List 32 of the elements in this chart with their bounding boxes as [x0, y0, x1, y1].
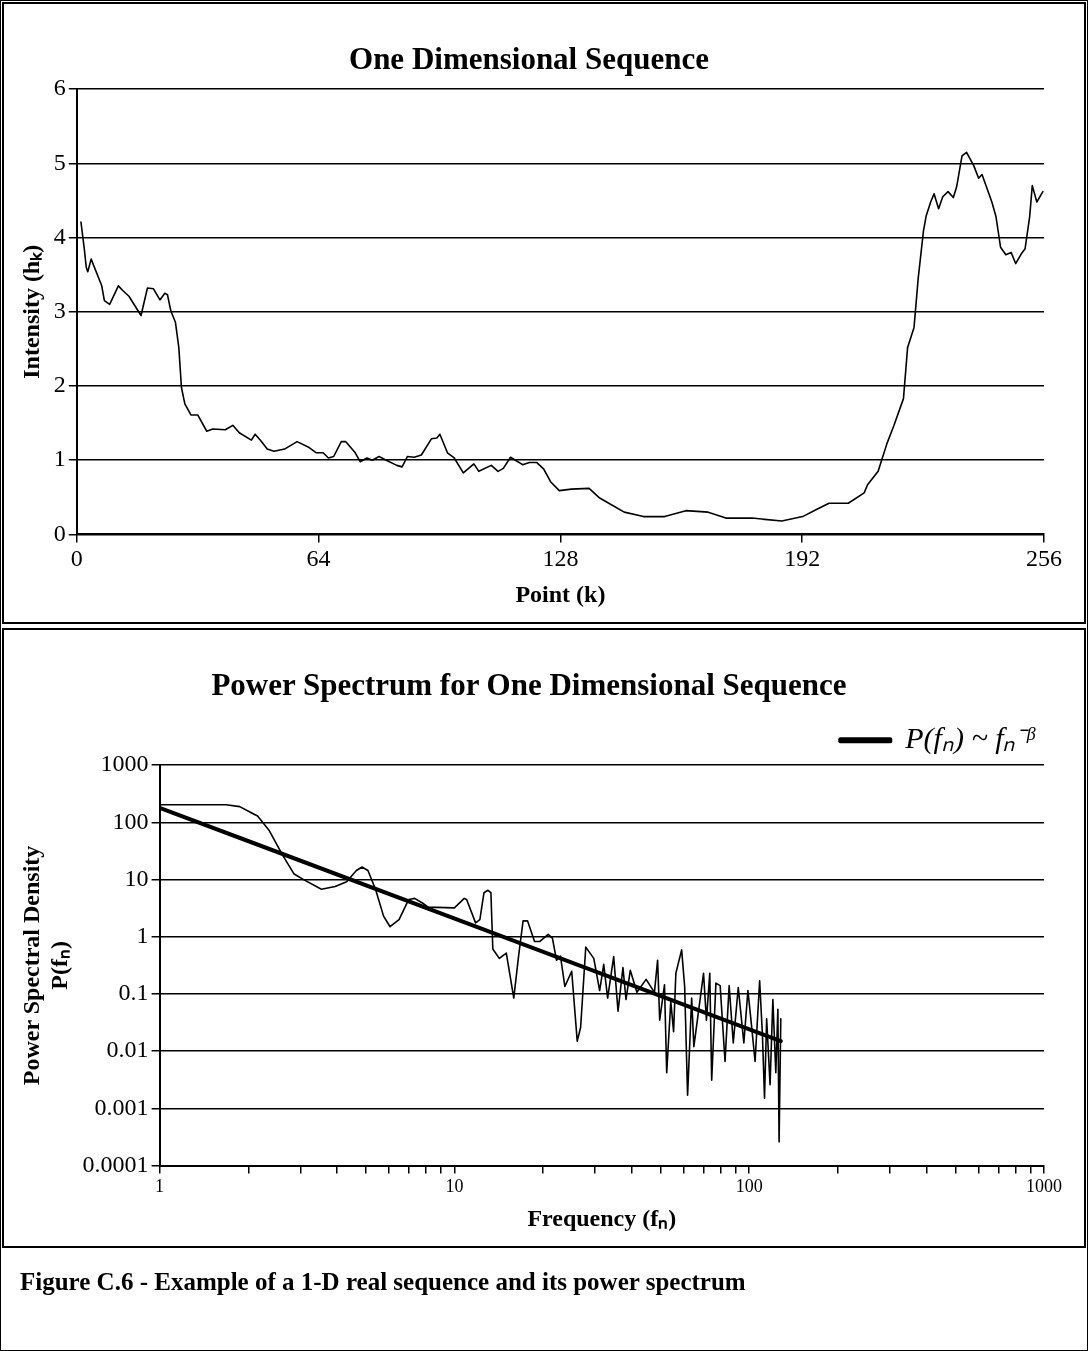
x-axis-title: Frequency (fₙ)	[527, 1204, 677, 1231]
x-tick-label: 192	[784, 545, 821, 572]
y-tick-label: 0	[53, 519, 66, 546]
x-tick-label: 10	[445, 1176, 464, 1197]
y-tick-label: 2	[53, 371, 66, 398]
x-tick-label: 1000	[1026, 1176, 1062, 1197]
y-tick-label: 1000	[100, 750, 149, 777]
y-tick-label: 3	[53, 297, 66, 324]
x-tick-label: 64	[306, 545, 331, 572]
y-tick-label: 4	[53, 222, 66, 249]
y-tick-label: 1	[53, 445, 66, 472]
y-tick-label: 10	[124, 864, 149, 891]
y-tick-label: 0.001	[94, 1093, 149, 1120]
x-tick-label: 100	[735, 1176, 763, 1197]
y-tick-label: 0.01	[106, 1036, 149, 1063]
y-tick-label: 1	[136, 922, 149, 949]
chart-title: One Dimensional Sequence	[349, 40, 709, 76]
x-tick-label: 0	[70, 545, 83, 572]
y-tick-label: 100	[112, 807, 149, 834]
y-tick-label: 0.0001	[82, 1150, 149, 1177]
text: Figure C.6 - Example of a 1-D real sequence and its power spectrum	[20, 1268, 746, 1296]
y-axis-title: Power Spectral Density P(fₙ)	[17, 845, 73, 1086]
legend-label: P(fₙ) ~ fₙ⁻ᵝ	[904, 721, 1037, 756]
x-tick-label: 128	[542, 545, 579, 572]
y-tick-label: 0.1	[118, 979, 149, 1006]
x-tick-label: 1	[155, 1176, 165, 1197]
chart-title: Power Spectrum for One Dimensional Sequence	[211, 666, 847, 702]
y-tick-label: 5	[53, 148, 66, 175]
x-tick-label: 256	[1026, 545, 1062, 572]
y-axis-title: Intensity (hₖ)	[17, 244, 44, 379]
y-tick-label: 6	[53, 74, 66, 101]
x-axis-title: Point (k)	[515, 580, 606, 607]
